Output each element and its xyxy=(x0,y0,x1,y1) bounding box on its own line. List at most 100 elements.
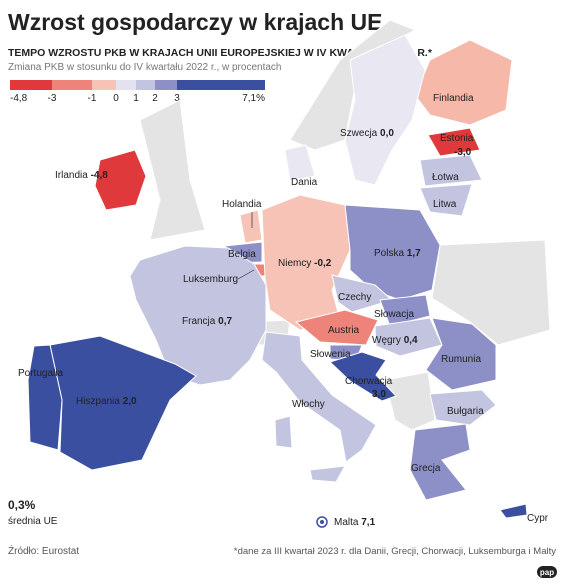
country-shape xyxy=(261,331,377,463)
country-label: Łotwa xyxy=(432,172,459,183)
country-label: Chorwacja xyxy=(345,376,393,387)
legend: -4,8 -3 -1 0 1 2 3 7,1% xyxy=(10,80,265,104)
country-label: Rumunia xyxy=(441,354,481,365)
logo-badge xyxy=(537,566,557,578)
country-label: Hiszpania 2,0 xyxy=(76,396,137,407)
country-shape xyxy=(284,144,316,182)
country-shape xyxy=(309,465,346,483)
title: Wzrost gospodarczy w krajach UE xyxy=(8,9,382,35)
malta-shape xyxy=(320,520,324,524)
legend-swatch xyxy=(92,80,116,90)
country-label: Holandia xyxy=(222,199,262,210)
country-label: Czechy xyxy=(338,292,371,303)
country-shape xyxy=(94,149,147,211)
country-shape xyxy=(329,351,397,402)
country-label: Estonia xyxy=(440,133,474,144)
country-value: 1,7 xyxy=(407,248,421,259)
legend-tick: -3 xyxy=(48,93,57,104)
subtitle: TEMPO WZROSTU PKB W KRAJACH UNII EUROPEJ… xyxy=(8,47,433,59)
country-label: Grecja xyxy=(411,463,441,474)
legend-tick: 0 xyxy=(113,93,119,104)
country-shape xyxy=(261,194,351,331)
country-value: 7,1 xyxy=(361,517,375,528)
country-label: Szwecja 0,0 xyxy=(340,128,394,139)
country-shape xyxy=(419,154,483,187)
country-value: -4,8 xyxy=(91,170,109,181)
country-name: Polska xyxy=(374,248,404,259)
legend-swatch xyxy=(136,80,155,90)
country-value: 3,0 xyxy=(372,389,386,400)
non-eu-land xyxy=(139,99,206,241)
country-value: -3,0 xyxy=(454,147,472,158)
country-shape xyxy=(239,209,263,244)
source: Źródło: Eurostat xyxy=(8,544,79,557)
country-label: Bułgaria xyxy=(447,406,484,417)
country-shape xyxy=(429,389,497,426)
country-label: Włochy xyxy=(292,399,325,410)
country-shape xyxy=(409,423,471,501)
country-label: Cypr xyxy=(527,513,549,524)
legend-swatch xyxy=(116,80,136,90)
description: Zmiana PKB w stosunku do IV kwartału 202… xyxy=(8,62,281,73)
country-label: Austria xyxy=(328,325,360,336)
legend-tick: 2 xyxy=(152,93,158,104)
legend-swatch xyxy=(52,80,92,90)
country-name: Węgry xyxy=(372,335,401,346)
map xyxy=(27,19,551,528)
country-label: Węgry 0,4 xyxy=(372,335,418,346)
country-value: 0,0 xyxy=(380,128,394,139)
legend-tick: 1 xyxy=(133,93,139,104)
country-label: Irlandia -4,8 xyxy=(55,170,108,181)
country-label: Słowacja xyxy=(374,309,414,320)
country-name: Francja xyxy=(182,316,216,327)
country-label: Finlandia xyxy=(433,93,474,104)
country-label: Słowenia xyxy=(310,349,351,360)
country-name: Szwecja xyxy=(340,128,378,139)
country-label: Belgia xyxy=(228,249,256,260)
leader-line xyxy=(237,269,255,280)
non-eu-land xyxy=(384,371,436,431)
country-name: Irlandia xyxy=(55,170,88,181)
country-label: Litwa xyxy=(433,199,457,210)
country-value: 0,4 xyxy=(404,335,418,346)
legend-swatch xyxy=(155,80,177,90)
country-name: Niemcy xyxy=(278,258,311,269)
country-shape xyxy=(499,503,528,519)
country-shape xyxy=(379,294,431,327)
legend-swatch xyxy=(177,80,265,90)
country-shape xyxy=(425,317,497,391)
country-name: Hiszpania xyxy=(76,396,120,407)
legend-tick: -4,8 xyxy=(10,93,28,104)
country-shape xyxy=(27,344,63,451)
country-shape xyxy=(344,34,426,186)
country-shape xyxy=(294,309,379,346)
country-label: Portugalia xyxy=(18,368,63,379)
footnote: *dane za III kwartał 2023 r. dla Danii, … xyxy=(234,546,556,557)
country-value: 2,0 xyxy=(123,396,137,407)
country-shape xyxy=(129,245,267,386)
country-name: Malta xyxy=(334,517,359,528)
legend-tick: -1 xyxy=(88,93,97,104)
non-eu-land xyxy=(431,239,551,346)
country-shape xyxy=(49,335,197,471)
legend-tick: 3 xyxy=(174,93,180,104)
country-label: Polska 1,7 xyxy=(374,248,421,259)
country-label: Francja 0,7 xyxy=(182,316,232,327)
country-label: Dania xyxy=(291,177,318,188)
logo: pap xyxy=(540,568,554,577)
legend-tick: 7,1% xyxy=(242,93,265,104)
legend-swatch xyxy=(10,80,52,90)
country-label: Malta 7,1 xyxy=(334,517,376,528)
country-label: Luksemburg xyxy=(183,274,238,285)
country-value: -0,2 xyxy=(314,258,332,269)
country-shape xyxy=(374,317,443,357)
country-value: 0,7 xyxy=(218,316,232,327)
country-labels: Finlandia Szwecja 0,0 Estonia -3,0 Łotwa… xyxy=(18,93,549,528)
malta-marker xyxy=(316,516,328,528)
country-label: Niemcy -0,2 xyxy=(278,258,332,269)
average-value: 0,3% xyxy=(8,498,36,512)
country-shape xyxy=(427,127,481,157)
average-label: średnia UE xyxy=(8,516,58,527)
country-shape xyxy=(274,415,293,449)
